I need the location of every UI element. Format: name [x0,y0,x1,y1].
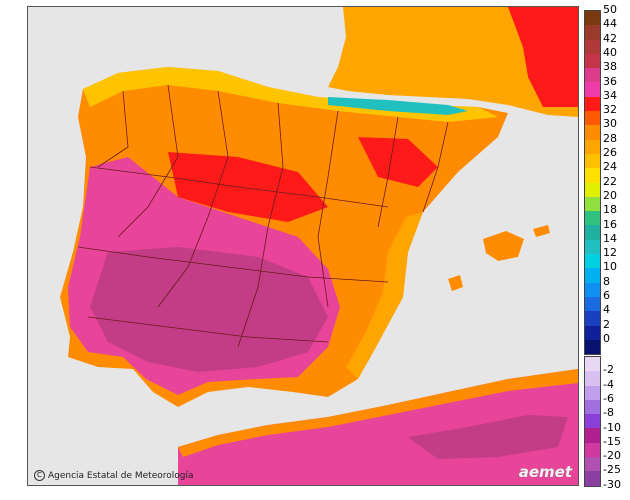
ibiza-island [448,275,463,291]
legend-label: 22 [603,174,617,188]
legend-label: -4 [603,377,614,391]
legend-swatch [585,296,600,312]
legend-label: 26 [603,146,617,159]
legend-label: 50 [603,3,617,16]
legend-swatch [585,428,600,443]
legend-label: 8 [603,274,610,288]
legend-swatch [585,39,600,54]
ebro-hot-valley [358,137,438,187]
legend-label: 30 [603,117,617,131]
legend-swatch [585,339,600,355]
legend-swatch [585,225,600,240]
legend-label: 18 [603,203,617,217]
legend-swatch [585,357,600,372]
legend-label: 2 [603,317,610,331]
legend-swatch [585,68,600,83]
legend-label: -10 [603,420,621,434]
copyright-icon: C [34,470,45,481]
legend-label: 36 [603,74,617,88]
legend-swatch [585,182,600,197]
duero-hot-band [168,152,328,222]
legend-swatch [585,111,600,126]
france-land [328,7,578,117]
color-legend: 50 44 42 40 38 36 34 32 30 28 26 24 22 20 18 16 14 12 10 8 6… [584,4,628,491]
legend-swatch [585,82,600,97]
legend-swatch [585,239,600,255]
legend-label: -25 [603,463,621,477]
east-coast-band [346,212,423,379]
legend-swatch [585,196,600,212]
legend-swatch [585,211,600,226]
legend-label: 0 [603,331,610,345]
legend-label: 6 [603,289,610,302]
mallorca-island [483,231,524,261]
province-borders [77,84,449,348]
legend-swatch [585,371,600,386]
legend-label: 44 [603,17,617,31]
legend-label: 42 [603,31,617,45]
legend-swatch [585,399,600,415]
pyrenees-cold [328,97,468,115]
legend-swatch [585,325,600,340]
legend-swatch [585,153,600,169]
temperature-map: C Agencia Estatal de Meteorología aemet [27,6,579,486]
legend-label: 32 [603,103,617,117]
legend-label: 34 [603,88,617,102]
legend-swatch [585,457,600,472]
legend-swatch [585,168,600,183]
legend-label: -30 [603,477,621,491]
legend-label: 16 [603,217,617,231]
agency-name: Agencia Estatal de Meteorología [48,470,194,481]
legend-label: 20 [603,188,617,202]
legend-swatch [585,385,600,400]
aemet-logo: aemet [518,463,572,481]
legend-swatch [585,25,600,40]
legend-swatch [585,11,600,26]
map-canvas [28,7,578,485]
legend-swatch [585,254,600,269]
legend-label: -20 [603,449,621,463]
legend-swatch [585,125,600,140]
legend-swatch [585,96,600,112]
legend-swatch [585,471,600,486]
legend-label: -2 [603,363,614,377]
legend-label: 4 [603,303,610,317]
legend-swatch [585,442,600,458]
legend-label: -8 [603,406,614,420]
iberia-very-hot-core [90,247,328,372]
legend-swatch [585,311,600,326]
legend-label: 12 [603,246,617,260]
legend-label: -15 [603,434,621,448]
legend-label: 10 [603,260,617,274]
north-africa-coast [178,369,578,457]
agency-credit: C Agencia Estatal de Meteorología [34,470,194,481]
legend-swatch [585,414,600,429]
legend-upper-scale [584,10,601,356]
menorca-island [533,225,550,237]
legend-swatch [585,53,600,69]
legend-lower-scale [584,356,601,487]
legend-label: 24 [603,160,617,174]
france-hot-area [508,7,578,107]
legend-swatch [585,282,600,297]
legend-label: -6 [603,391,614,405]
legend-label: 38 [603,60,617,74]
legend-label: 28 [603,131,617,145]
atlas-relief [408,415,568,459]
legend-swatch [585,268,600,283]
legend-label: 14 [603,231,617,245]
legend-swatch [585,139,600,154]
legend-label: 40 [603,45,617,59]
